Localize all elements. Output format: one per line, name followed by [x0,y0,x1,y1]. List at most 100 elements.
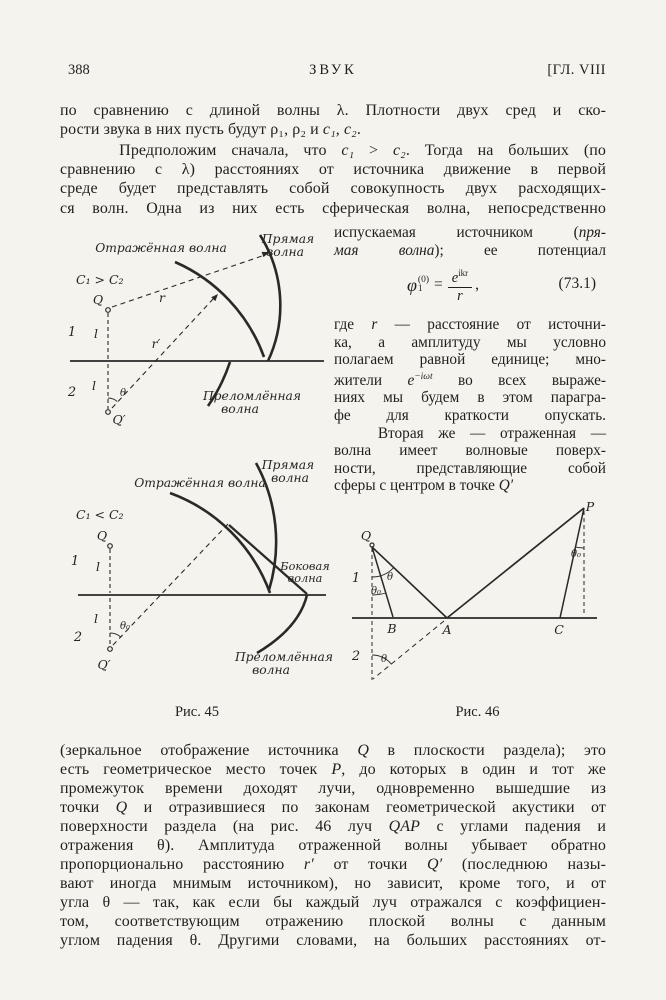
paragraph-two: Предположим сначала, что c₁ > c₂. Тогда … [60,141,606,218]
point-b-label: B [386,621,396,636]
source-point [369,542,375,548]
fraction-numerator: eikr [447,266,473,288]
phi-superscript: (0) [417,274,429,285]
text-line: волна имеет волновые поверх- [334,442,606,460]
paragraph-bottom: (зеркальное отображение источника Q в пл… [60,741,606,950]
text-line: жители e−iωt во всех выраже- [334,371,607,389]
source-label: Q [97,528,107,543]
page-header: 388 ЗВУК [ГЛ. VIII [60,62,606,82]
phi-subscript: 1 [417,284,423,294]
text-line: фе для краткости опускать. [334,407,606,425]
angle-theta0-label-q: θ₀ [371,586,381,597]
ray-a-p [446,507,585,619]
image-source-point [107,646,113,652]
point-p-label: P [585,499,595,514]
text-line: ности, представляющие собой [334,459,606,477]
depth-lower-label: l [92,378,96,393]
page-number: 388 [68,62,90,78]
refracted-wave-label-2: волна [252,663,290,677]
chapter-marker: [ГЛ. VIII [547,62,606,78]
depth-lower-label: l [94,611,98,626]
text-line: промежуток времени доходят лучи, одновре… [60,780,606,797]
text-line: поверхности раздела (на рис. 46 луч QAP … [60,818,606,835]
text-line: есть геометрическое место точек P, до ко… [60,761,606,778]
image-source-label: Q′ [112,412,125,427]
angle-theta0-arc-q [371,592,386,596]
fraction: eikr r [447,266,473,304]
angle-theta-label: θ [120,388,126,399]
right-column-text-2: где r — расстояние от источни-ка, а ампл… [334,316,606,495]
medium-2-label: 2 [351,649,360,664]
figure-45-bottom-diagram: Прямая волна Отражённая волна C₁ < C₂ Q … [71,458,333,677]
refracted-wavefront-arc [256,594,309,655]
angle-theta0-arc [109,632,122,638]
angle-theta-arc [107,397,118,402]
direct-wave-label-1: Прямая [261,458,314,472]
direct-wavefront-arc [258,234,282,362]
refracted-wave-label-1: Преломлённая [234,650,333,664]
potential-symbol: φ (0) 1 [407,275,429,296]
reflected-wave-label: Отражённая волна [134,476,266,490]
figure-45-caption: Рис. 45 [174,704,219,720]
refracted-wave-label-1: Преломлённая [202,389,301,403]
right-column-text-1: испускаемая источником (пря-мая волна); … [334,224,606,259]
running-title: ЗВУК [309,62,357,78]
formula-comma: , [475,276,480,293]
text-line: вают иногда мнимым источником), но завис… [60,875,606,892]
text-line: точки Q и отразившиеся по законам геомет… [60,799,606,816]
point-c-label: C [554,622,564,637]
source-label: Q [93,292,103,307]
depth-upper-label: l [94,326,98,341]
medium-2-label: 2 [67,385,76,400]
angle-theta-label-q: θ [387,572,393,583]
figure-45-top-diagram: Отражённая волна Прямая волна C₁ > C₂ Q … [67,232,324,427]
refracted-wavefront-arc [206,361,232,407]
ray-r-prime-label: r′ [152,336,161,351]
image-source-label: Q′ [97,657,110,672]
phi-glyph: φ [406,274,417,295]
text-line: ся волн. Одна из них есть сферическая во… [60,199,606,217]
text-line: сферы с центром в точке Q′ [334,477,514,495]
angle-theta0-arc-p [575,546,585,549]
reflected-wavefront-arc [169,491,272,594]
text-line: том, соответствующим отражению плоской в… [60,913,606,930]
text-line: углом падения θ. Другими словами, на бол… [60,932,606,949]
text-line: среде будет представлять собой совокупно… [60,180,606,198]
medium-1-label: 1 [68,325,76,340]
text-line: угла θ — так, как если бы каждый луч отр… [60,894,606,911]
refracted-wave-label-2: волна [221,402,259,416]
point-a-label: A [441,622,451,637]
angle-theta-label-lower: θ [381,654,387,665]
lateral-wave-label-2: волна [288,572,323,585]
medium-1-label: 1 [352,571,360,586]
tangent-ray-dashed [112,523,229,646]
point-q-label: Q [361,528,371,543]
ray-r-dashed [111,254,266,308]
medium-2-label: 2 [73,630,82,645]
text-line: Предположим сначала, что c₁ > c₂. Тогда … [60,142,607,159]
direct-wave-label-2: волна [271,471,309,485]
angle-theta-arc-lower [371,654,392,665]
source-point [105,307,111,313]
text-line: по сравнению с длиной волны λ. Плотности… [60,102,606,119]
figure-46-caption: Рис. 46 [455,704,500,720]
text-line: полагаем равной единице; мно- [334,351,606,369]
equation-73-1: φ (0) 1 = eikr r , (73.1) [334,262,606,308]
source-point [107,543,113,549]
text-line: испускаемая источником (пря- [334,224,606,241]
lateral-wave-label-1: Боковая [279,560,329,573]
ray-q-b [371,546,394,618]
fraction-denominator: r [457,287,463,304]
medium-1-label: 1 [71,554,79,569]
reflected-wavefront-arc [174,260,266,358]
equals-sign: = [434,276,443,293]
condition-label: C₁ < C₂ [76,507,124,522]
text-line: отражения θ). Амплитуда отраженной волны… [60,837,606,854]
text-line: мая волна); ее потенциал [334,241,606,259]
ray-q-a [371,546,448,619]
text-line: пропорционально расстоянию r′ от точки Q… [60,856,607,873]
paragraph-intro: по сравнению с длиной волны λ. Плотности… [60,101,606,139]
lateral-wavefront-line [228,524,308,595]
text-line: где r — расстояние от источни- [334,316,606,333]
